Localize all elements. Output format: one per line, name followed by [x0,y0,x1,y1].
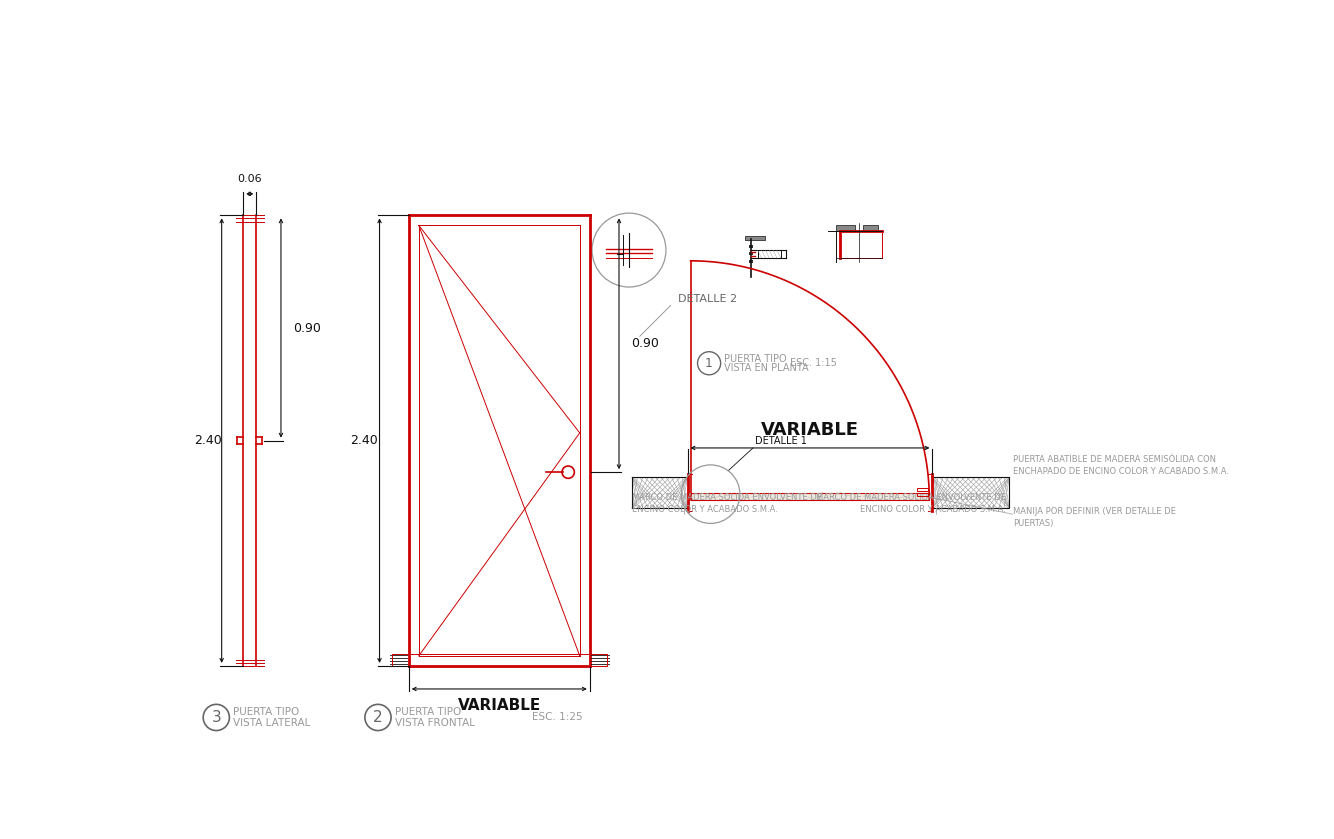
Text: PUERTA TIPO: PUERTA TIPO [724,353,787,363]
Text: VARIABLE: VARIABLE [458,698,540,713]
Text: VISTA EN PLANTA: VISTA EN PLANTA [724,363,810,373]
Bar [750,260,752,263]
Text: MARCO DE MADERA SOLIDA ENVOLVENTE DE
ENCINO COLOR Y ACABADO S.M.A.: MARCO DE MADERA SOLIDA ENVOLVENTE DE ENC… [815,493,1006,514]
Text: 0.06: 0.06 [237,174,261,184]
Text: 2: 2 [374,710,383,725]
Text: 0.90: 0.90 [631,337,659,351]
Text: MANIJA POR DEFINIR (VER DETALLE DE
PUERTAS): MANIJA POR DEFINIR (VER DETALLE DE PUERT… [1014,507,1177,528]
Text: DETALLE 2: DETALLE 2 [678,294,738,304]
Bar [746,237,764,240]
Bar [916,492,927,496]
Bar [632,477,687,508]
Text: PUERTA TIPO: PUERTA TIPO [395,707,462,717]
Text: MARCO DE MADERA SOLIDA ENVOLVENTE DE
ENCINO COLOR Y ACABADO S.M.A.: MARCO DE MADERA SOLIDA ENVOLVENTE DE ENC… [632,493,822,514]
Text: DETALLE 1: DETALLE 1 [755,436,807,446]
Text: VISTA FRONTAL: VISTA FRONTAL [395,718,475,728]
Bar [691,492,930,499]
Text: 0.90: 0.90 [293,321,321,335]
Text: VISTA LATERAL: VISTA LATERAL [233,718,311,728]
Text: PUERTA TIPO: PUERTA TIPO [233,707,299,717]
Text: 3: 3 [211,710,221,725]
Text: 2.40: 2.40 [351,434,378,447]
Text: ESC. 1:15: ESC. 1:15 [790,358,836,368]
Text: 1: 1 [706,357,712,370]
Text: ESC. 1:25: ESC. 1:25 [532,712,583,722]
Text: VARIABLE: VARIABLE [760,420,859,439]
Text: PUERTA ABATIBLE DE MADERA SEMISÓLIDA CON
ENCHAPADO DE ENCINO COLOR Y ACABADO S.M: PUERTA ABATIBLE DE MADERA SEMISÓLIDA CON… [1014,456,1229,476]
Bar [836,226,855,231]
Bar [750,245,752,248]
Text: 2.40: 2.40 [193,434,221,447]
Bar [916,488,927,491]
Bar [750,253,752,255]
Bar [758,250,780,258]
Bar [932,477,1010,508]
Bar [863,226,879,231]
